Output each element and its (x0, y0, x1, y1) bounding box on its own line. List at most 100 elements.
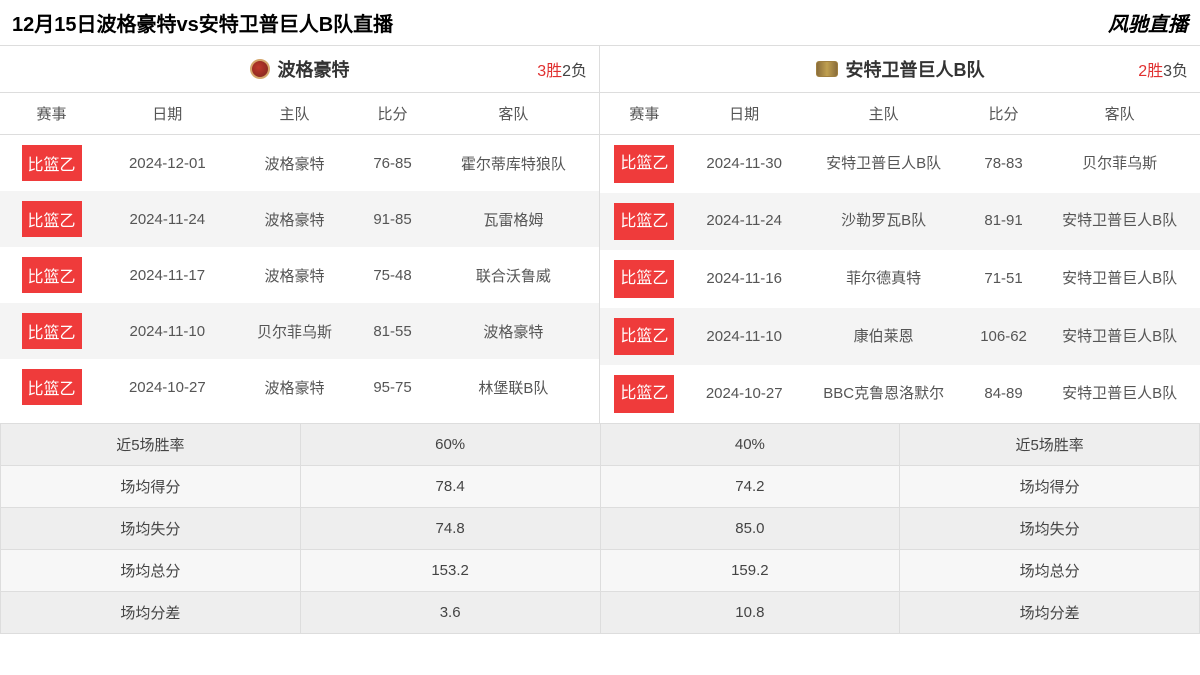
league-badge: 比篮乙 (22, 257, 82, 293)
stat-value-b: 159.2 (600, 549, 900, 591)
score-cell: 91-85 (357, 191, 427, 247)
team-a-losses: 2负 (562, 63, 587, 80)
score-cell: 71-51 (968, 250, 1039, 308)
team-a-games-table: 赛事 日期 主队 比分 客队 比篮乙2024-12-01波格豪特76-85霍尔蒂… (0, 93, 599, 415)
stat-label-left: 近5场胜率 (1, 423, 301, 465)
stat-label-right: 场均失分 (900, 507, 1200, 549)
table-row: 比篮乙2024-10-27BBC克鲁恩洛默尔84-89安特卫普巨人B队 (600, 365, 1200, 423)
stat-value-a: 153.2 (300, 549, 600, 591)
table-row: 比篮乙 2024-11-30安特卫普巨人B队78-83贝尔菲乌斯 (600, 135, 1200, 193)
stat-value-a: 74.8 (300, 507, 600, 549)
stat-label-right: 近5场胜率 (900, 423, 1200, 465)
league-badge: 比篮乙 (614, 260, 674, 298)
league-cell: 比篮乙 (600, 135, 689, 193)
col-away: 客队 (428, 93, 599, 135)
home-cell: 贝尔菲乌斯 (232, 303, 358, 359)
away-cell: 林堡联B队 (428, 359, 599, 415)
away-cell: 安特卫普巨人B队 (1039, 193, 1200, 251)
team-b-games-table: 赛事 日期 主队 比分 客队 比篮乙2024-11-30安特卫普巨人B队78-8… (600, 93, 1200, 423)
stat-label-left: 场均分差 (1, 591, 301, 633)
stat-value-b: 40% (600, 423, 900, 465)
stat-label-right: 场均得分 (900, 465, 1200, 507)
home-cell: 菲尔德真特 (800, 250, 968, 308)
table-row: 比篮乙2024-11-10康伯莱恩106-62安特卫普巨人B队 (600, 308, 1200, 366)
table-row: 比篮乙2024-11-17波格豪特75-48联合沃鲁威 (0, 247, 599, 303)
stat-label-left: 场均失分 (1, 507, 301, 549)
league-badge: 比篮乙 (22, 145, 82, 181)
score-cell: 76-85 (357, 135, 427, 192)
team-a-header: 波格豪特 3胜2负 (0, 46, 599, 93)
team-b-panel: 安特卫普巨人B队 2胜3负 赛事 日期 主队 比分 客队 比篮乙2024-11-… (600, 46, 1200, 423)
team-b-header: 安特卫普巨人B队 2胜3负 (600, 46, 1200, 93)
teams-content: 波格豪特 3胜2负 赛事 日期 主队 比分 客队 比篮乙2024-12-01波格… (0, 45, 1200, 423)
table-row: 比篮乙2024-10-27波格豪特95-75林堡联B队 (0, 359, 599, 415)
home-cell: 波格豪特 (232, 359, 358, 415)
date-cell: 2024-11-24 (689, 193, 800, 251)
away-cell: 安特卫普巨人B队 (1039, 365, 1200, 423)
team-b-wins: 2胜 (1138, 63, 1163, 80)
page-title: 12月15日波格豪特vs安特卫普巨人B队直播 (12, 8, 393, 37)
league-badge: 比篮乙 (614, 203, 674, 241)
score-cell: 78-83 (968, 135, 1039, 193)
stat-value-a: 3.6 (300, 591, 600, 633)
league-cell: 比篮乙 (600, 308, 689, 366)
league-badge: 比篮乙 (22, 201, 82, 237)
stat-value-b: 10.8 (600, 591, 900, 633)
score-cell: 106-62 (968, 308, 1039, 366)
date-cell: 2024-10-27 (103, 359, 231, 415)
table-row: 比篮乙 2024-11-24沙勒罗瓦B队81-91安特卫普巨人B队 (600, 193, 1200, 251)
team-a-wins: 3胜 (537, 63, 562, 80)
col-home: 主队 (800, 93, 968, 135)
stat-label-left: 场均总分 (1, 549, 301, 591)
date-cell: 2024-12-01 (103, 135, 231, 192)
col-date: 日期 (103, 93, 231, 135)
away-cell: 安特卫普巨人B队 (1039, 308, 1200, 366)
team-a-icon (250, 59, 270, 79)
table-row: 比篮乙2024-11-10贝尔菲乌斯81-55波格豪特 (0, 303, 599, 359)
league-cell: 比篮乙 (0, 191, 103, 247)
league-cell: 比篮乙 (0, 135, 103, 192)
col-home: 主队 (232, 93, 358, 135)
stats-row: 场均失分74.885.0场均失分 (1, 507, 1200, 549)
league-cell: 比篮乙 (0, 359, 103, 415)
home-cell: 波格豪特 (232, 135, 358, 192)
league-badge: 比篮乙 (614, 318, 674, 356)
score-cell: 81-91 (968, 193, 1039, 251)
table-row: 比篮乙 2024-11-16菲尔德真特71-51安特卫普巨人B队 (600, 250, 1200, 308)
score-cell: 81-55 (357, 303, 427, 359)
stat-value-b: 74.2 (600, 465, 900, 507)
stats-table: 近5场胜率60%40%近5场胜率场均得分78.474.2场均得分场均失分74.8… (0, 423, 1200, 634)
league-cell: 比篮乙 (600, 193, 689, 251)
date-cell: 2024-11-10 (103, 303, 231, 359)
stat-value-a: 78.4 (300, 465, 600, 507)
date-cell: 2024-10-27 (689, 365, 800, 423)
league-cell: 比篮乙 (0, 303, 103, 359)
league-badge: 比篮乙 (614, 375, 674, 413)
team-b-record: 2胜3负 (1138, 57, 1188, 81)
date-cell: 2024-11-30 (689, 135, 800, 193)
home-cell: 波格豪特 (232, 191, 358, 247)
date-cell: 2024-11-24 (103, 191, 231, 247)
col-league: 赛事 (0, 93, 103, 135)
away-cell: 安特卫普巨人B队 (1039, 250, 1200, 308)
date-cell: 2024-11-17 (103, 247, 231, 303)
col-away: 客队 (1039, 93, 1200, 135)
league-badge: 比篮乙 (614, 145, 674, 183)
col-date: 日期 (689, 93, 800, 135)
stat-value-b: 85.0 (600, 507, 900, 549)
stat-label-left: 场均得分 (1, 465, 301, 507)
home-cell: 沙勒罗瓦B队 (800, 193, 968, 251)
date-cell: 2024-11-16 (689, 250, 800, 308)
col-score: 比分 (968, 93, 1039, 135)
home-cell: 安特卫普巨人B队 (800, 135, 968, 193)
away-cell: 贝尔菲乌斯 (1039, 135, 1200, 193)
team-b-losses: 3负 (1163, 63, 1188, 80)
league-badge: 比篮乙 (22, 313, 82, 349)
col-score: 比分 (357, 93, 427, 135)
team-a-name: 波格豪特 (278, 56, 350, 82)
stats-row: 近5场胜率60%40%近5场胜率 (1, 423, 1200, 465)
home-cell: 波格豪特 (232, 247, 358, 303)
stats-row: 场均总分153.2159.2场均总分 (1, 549, 1200, 591)
table-row: 比篮乙2024-11-24波格豪特91-85瓦雷格姆 (0, 191, 599, 247)
league-cell: 比篮乙 (0, 247, 103, 303)
